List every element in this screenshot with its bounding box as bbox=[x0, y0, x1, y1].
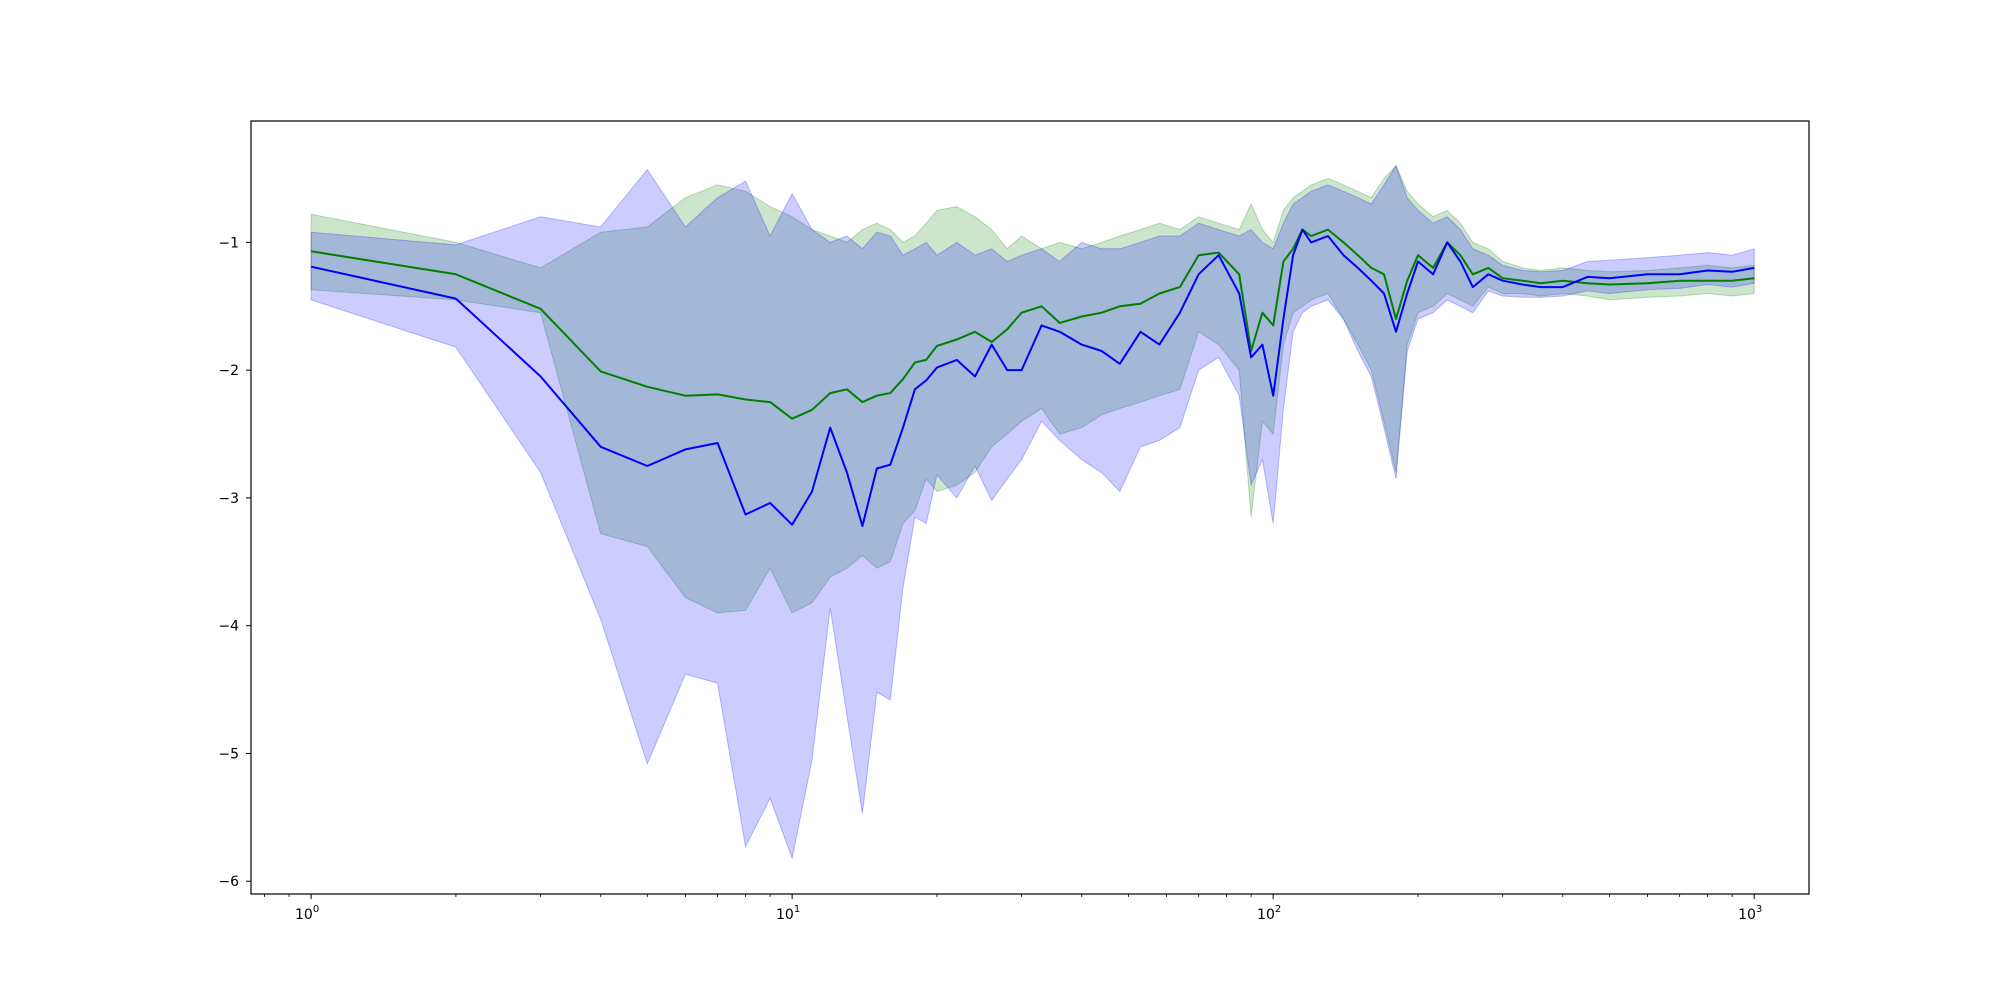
x-tick-label-exponent: 3 bbox=[1756, 904, 1762, 915]
x-tick-label: 101 bbox=[776, 904, 800, 923]
y-tick-label: −6 bbox=[218, 874, 239, 890]
y-tick-label: −1 bbox=[218, 235, 239, 251]
y-tick-label: −5 bbox=[218, 746, 239, 762]
y-tick-label: −2 bbox=[218, 363, 239, 379]
x-tick-label: 102 bbox=[1257, 904, 1281, 923]
series-2-band bbox=[310, 164, 1755, 861]
series-1-line bbox=[310, 228, 1755, 420]
y-tick-label: −4 bbox=[218, 619, 239, 635]
x-axis: 100 101 102 103 bbox=[264, 894, 1762, 923]
series-2-line bbox=[310, 228, 1755, 527]
x-tick-label-base: 10 bbox=[295, 907, 313, 923]
x-tick-label-base: 10 bbox=[776, 907, 794, 923]
uncertainty-bands bbox=[310, 164, 1755, 861]
y-axis: −1 −2 −3 −4 −5 −6 bbox=[218, 235, 251, 890]
series-lines bbox=[310, 228, 1755, 527]
x-tick-label-exponent: 0 bbox=[313, 904, 319, 915]
plot-area-frame bbox=[250, 120, 1810, 895]
x-tick-label: 103 bbox=[1738, 904, 1762, 923]
series-1-band bbox=[310, 164, 1755, 614]
x-tick-label-exponent: 1 bbox=[794, 904, 800, 915]
x-tick-label: 100 bbox=[295, 904, 319, 923]
x-tick-label-base: 10 bbox=[1257, 907, 1275, 923]
y-tick-label: −3 bbox=[218, 491, 239, 507]
x-tick-label-exponent: 2 bbox=[1275, 904, 1281, 915]
x-tick-label-base: 10 bbox=[1738, 907, 1756, 923]
